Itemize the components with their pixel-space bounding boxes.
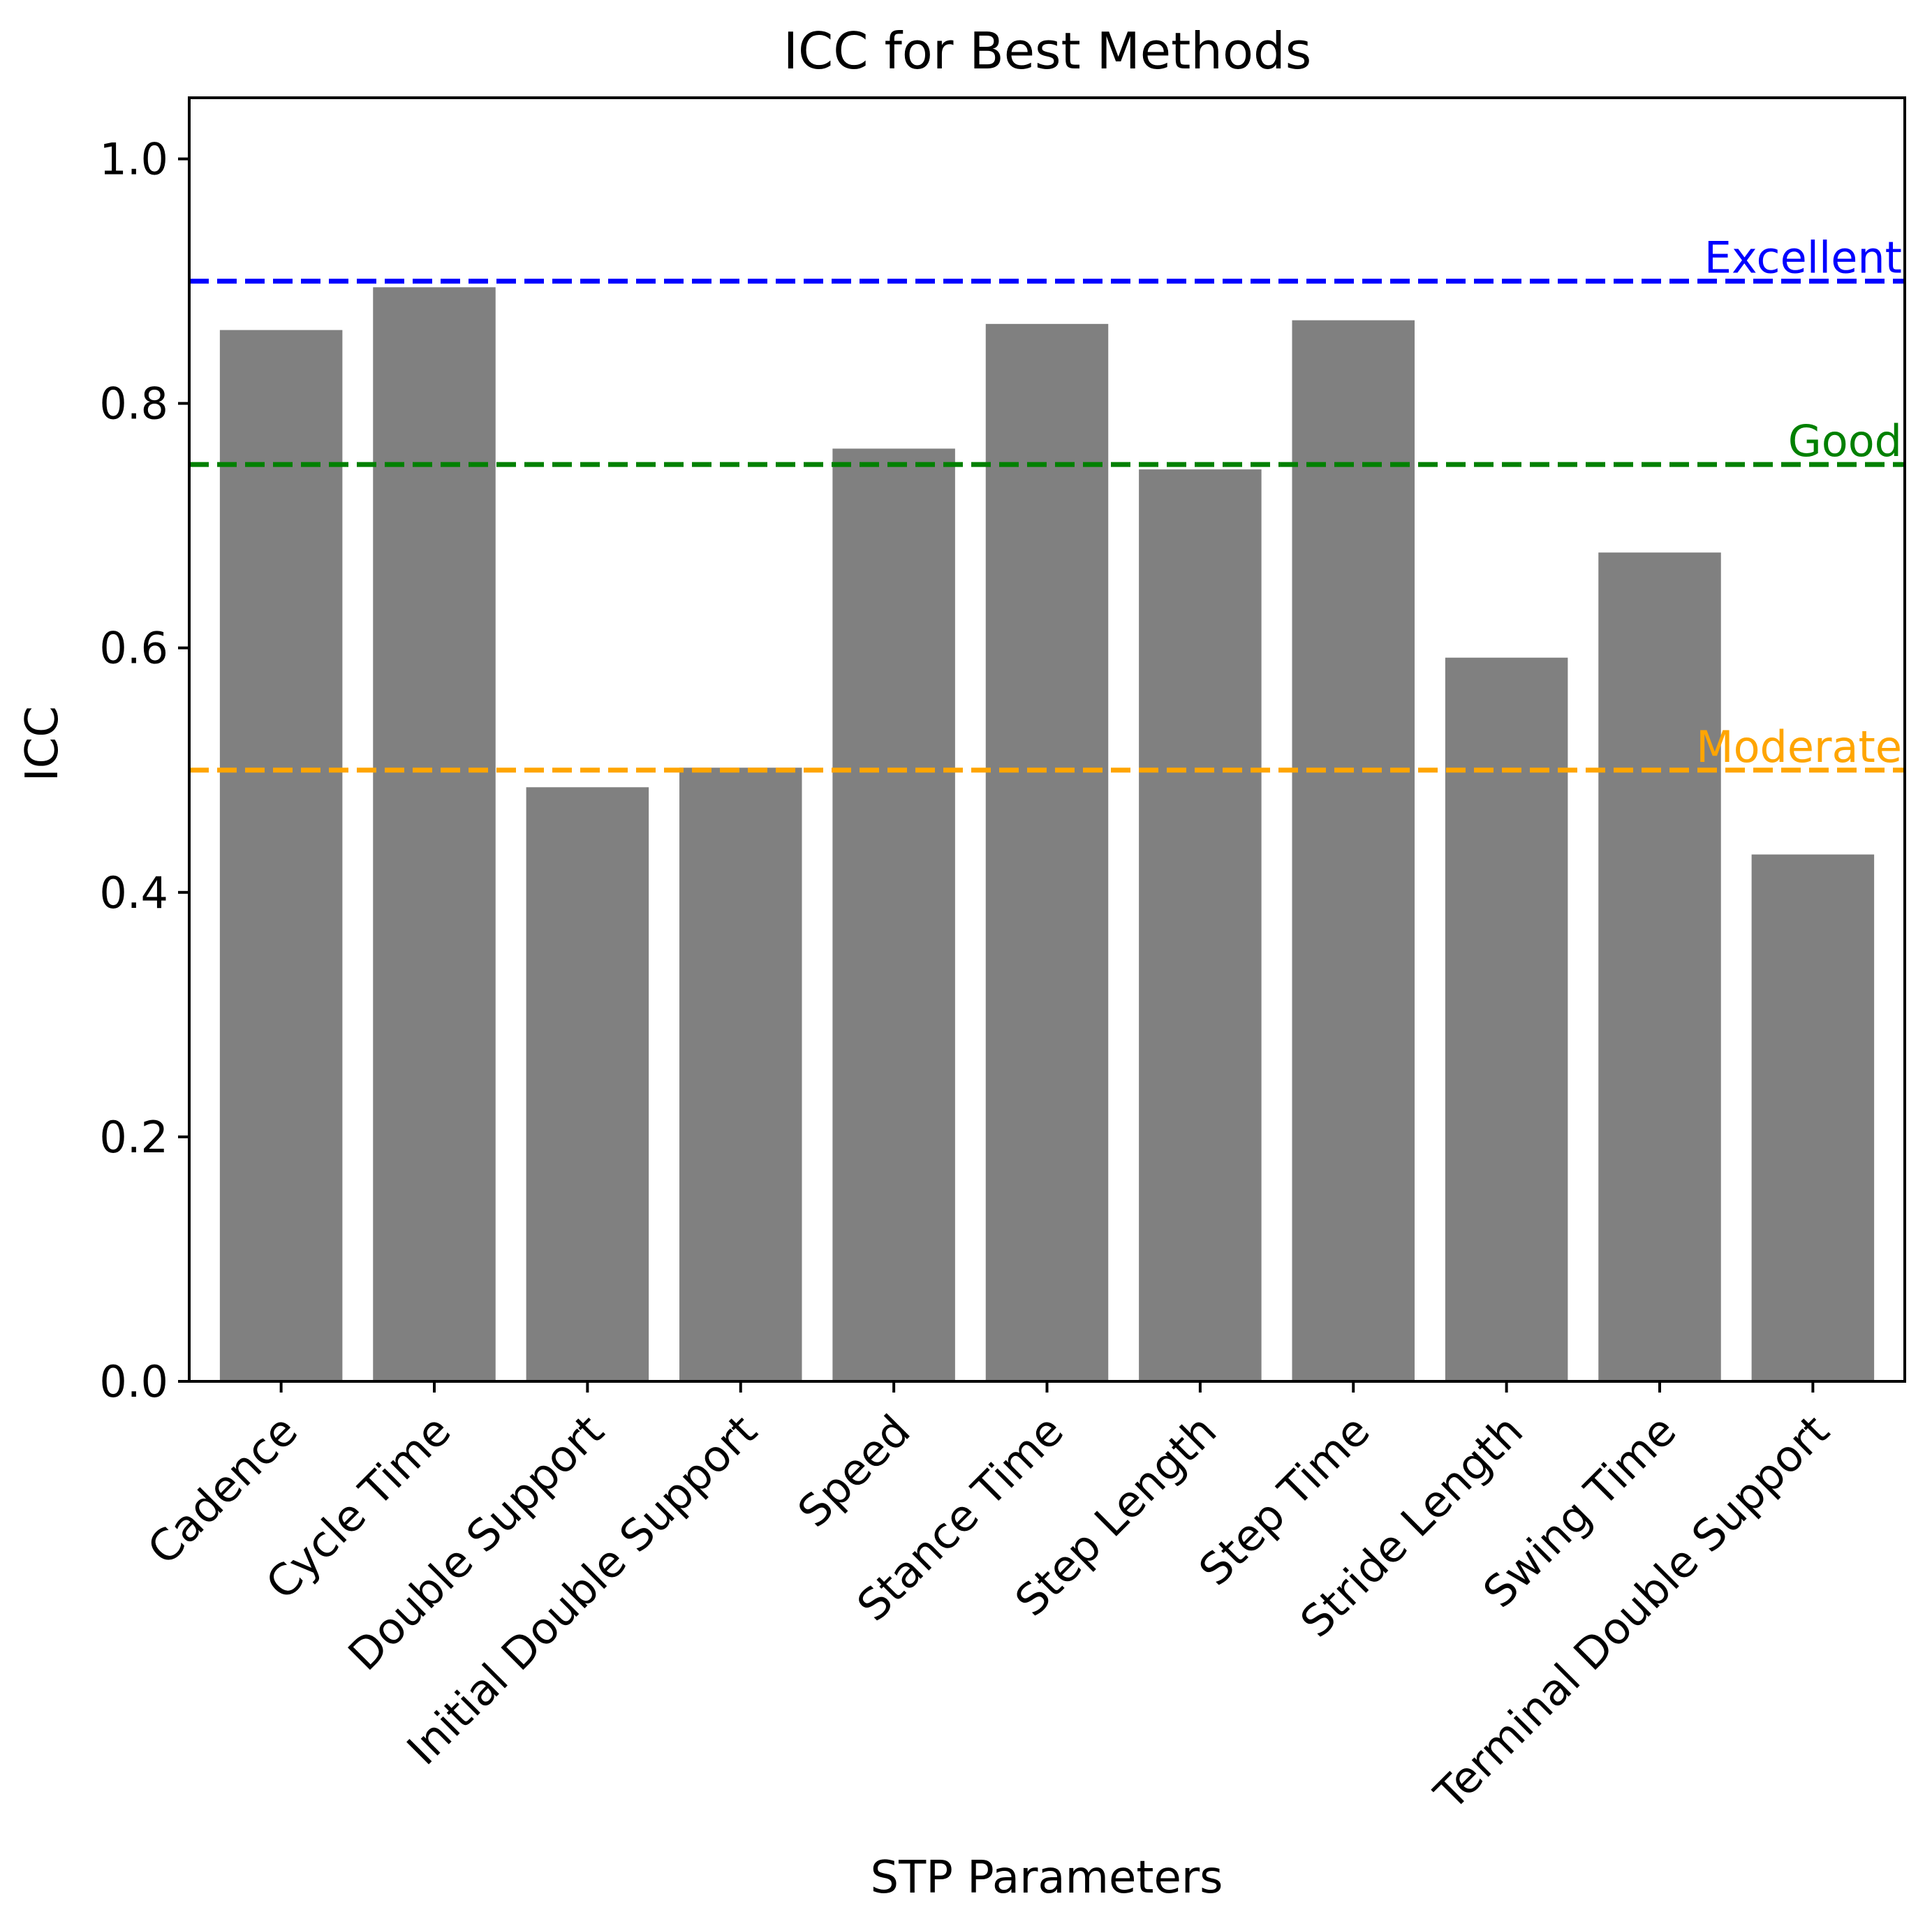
x-tick-label: Double Support	[339, 1405, 614, 1680]
reference-label-good: Good	[1788, 416, 1902, 467]
reference-label-moderate: Moderate	[1696, 721, 1902, 772]
y-tick-label: 0.2	[99, 1112, 168, 1163]
bar-speed	[832, 448, 955, 1381]
bars-layer	[219, 287, 1875, 1382]
bar-terminal-double-support	[1751, 854, 1875, 1381]
bar-swing-time	[1598, 552, 1721, 1381]
y-axis-label: ICC	[17, 706, 68, 781]
y-tick-label: 0.6	[99, 623, 168, 674]
bar-cadence	[219, 330, 343, 1382]
bar-cycle-time	[373, 287, 496, 1381]
reference-label-excellent: Excellent	[1704, 233, 1902, 284]
y-tick-label: 0.4	[99, 867, 168, 918]
bar-double-support	[526, 787, 649, 1381]
bar-step-time	[1292, 320, 1415, 1381]
y-axis: 0.0 0.2 0.4 0.6 0.8 1.0	[99, 134, 189, 1407]
bar-stride-length	[1445, 657, 1568, 1382]
y-tick-label: 1.0	[99, 134, 168, 185]
chart-title: ICC for Best Methods	[783, 22, 1311, 80]
reference-lines-layer: Excellent Good Moderate	[189, 233, 1905, 773]
bar-initial-double-support	[679, 767, 802, 1381]
x-axis-label: STP Parameters	[871, 1852, 1223, 1904]
bar-stance-time	[985, 323, 1109, 1381]
y-tick-label: 0.8	[99, 379, 168, 429]
bar-step-length	[1139, 469, 1262, 1381]
x-tick-label: Speed	[788, 1405, 920, 1537]
y-tick-label: 0.0	[99, 1356, 168, 1407]
